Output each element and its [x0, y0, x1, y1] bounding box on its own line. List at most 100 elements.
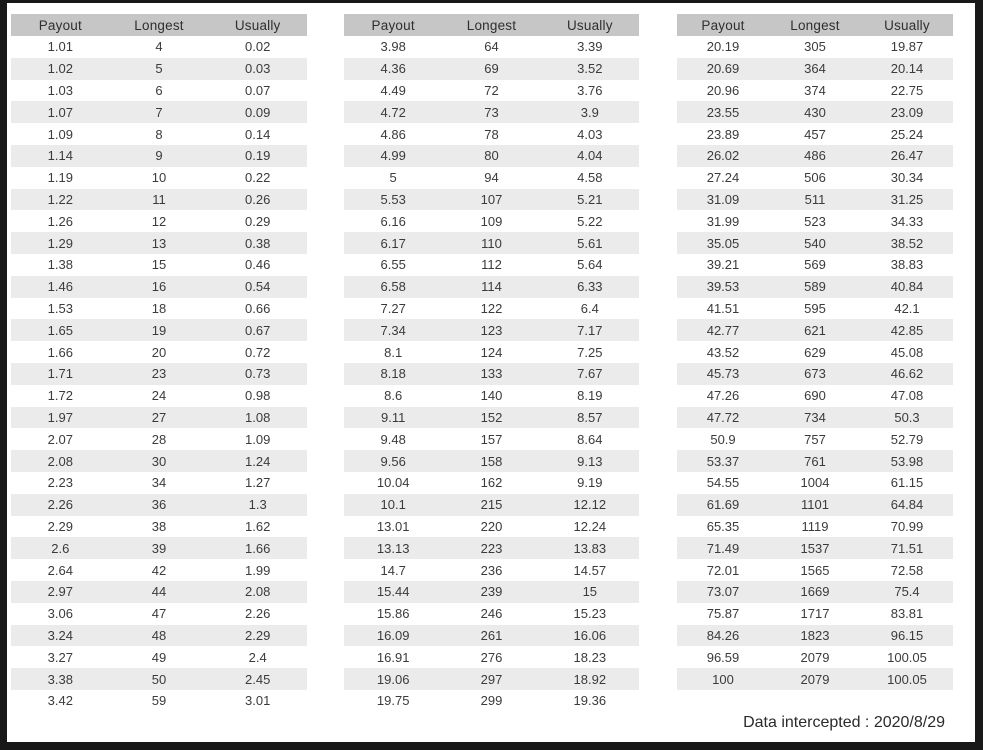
table-cell: 1.38	[47, 257, 73, 273]
table-row: 10.1 215 12.12	[344, 493, 639, 516]
table-cell: 122	[480, 300, 503, 316]
column-header-longest: Longest	[466, 17, 517, 33]
table-cell: 15	[151, 257, 167, 273]
table-row: 1.72 24 0.98	[11, 385, 307, 407]
table-cell: 2.6	[51, 540, 70, 556]
table-cell: 15	[582, 584, 598, 600]
table-cell: 2.23	[47, 475, 73, 491]
table-row: 13.13 223 13.83	[344, 537, 639, 560]
table-row: 3.27 49 2.4	[11, 646, 307, 668]
table-cell: 18.23	[573, 649, 607, 665]
table-cell: 61.69	[706, 497, 740, 513]
table-cell: 9	[155, 148, 163, 164]
column-header-payout: Payout	[701, 17, 745, 33]
table-cell: 0.38	[245, 235, 271, 251]
table-cell: 39.53	[706, 279, 740, 295]
table-cell: 1.24	[245, 453, 271, 469]
payout-table-1: Payout Longest Usually 1.01 4 0.02 1.02 5 0.0…	[11, 14, 307, 712]
table-cell: 47.08	[890, 388, 924, 404]
table-cell: 629	[804, 344, 826, 360]
table-cell: 0.22	[245, 170, 271, 186]
table-cell: 20.69	[706, 61, 740, 77]
table-cell: 19	[151, 322, 167, 338]
table-cell: 42.85	[890, 322, 924, 338]
table-cell: 133	[480, 366, 503, 382]
table-cell: 44	[151, 584, 167, 600]
table-cell: 109	[480, 213, 503, 229]
table-row: 6.17 110 5.61	[344, 232, 639, 254]
table-cell: 9.11	[380, 409, 406, 425]
table-cell: 83.81	[890, 606, 924, 622]
table-cell: 506	[804, 170, 826, 186]
table-row: 6.55 112 5.64	[344, 254, 639, 276]
table-cell: 1.66	[245, 540, 271, 556]
table-cell: 2.29	[245, 627, 271, 643]
table-cell: 20.96	[706, 82, 740, 98]
table-cell: 2.08	[245, 584, 271, 600]
table-cell: 239	[480, 584, 503, 600]
table-row: 1.14 9 0.19	[11, 144, 307, 167]
table-cell: 6.4	[580, 300, 599, 316]
table-cell: 10.1	[380, 497, 406, 513]
table-cell: 69	[484, 61, 499, 77]
table-cell: 40.84	[890, 279, 924, 295]
column-header-longest: Longest	[134, 17, 184, 33]
table-cell: 8.19	[577, 388, 603, 404]
table-cell: 7.67	[577, 366, 603, 382]
table-cell: 70.99	[890, 518, 924, 534]
table-cell: 6.55	[380, 257, 406, 273]
table-row: 2.64 42 1.99	[11, 559, 307, 581]
table-cell: 757	[804, 431, 826, 447]
table-cell: 59	[151, 693, 167, 709]
table-row: 1.97 27 1.08	[11, 406, 307, 429]
table-cell: 2.26	[245, 606, 271, 622]
table-cell: 5.22	[577, 213, 603, 229]
table-cell: 23.09	[890, 104, 924, 120]
table-cell: 64.84	[890, 497, 924, 513]
table-cell: 0.46	[245, 257, 271, 273]
table-row: 6.58 114 6.33	[344, 275, 639, 298]
table-row: 73.07 1669 75.4	[677, 580, 953, 603]
table-row: 5 94 4.58	[344, 167, 639, 189]
table-row: 2.29 38 1.62	[11, 516, 307, 538]
table-cell: 364	[804, 61, 826, 77]
table-cell: 16	[151, 279, 167, 295]
table-cell: 4.04	[577, 148, 603, 164]
table-cell: 5.53	[380, 191, 406, 207]
table-cell: 3.9	[580, 104, 599, 120]
table-cell: 41.51	[706, 300, 740, 316]
table-row: 65.35 1119 70.99	[677, 516, 953, 538]
table-cell: 4	[155, 39, 163, 55]
table-cell: 80	[484, 148, 499, 164]
table-body: 20.19 305 19.87 20.69 364 20.14 20.96 374 22.75 2…	[677, 36, 953, 690]
table-cell: 7.27	[380, 300, 406, 316]
table-cell: 45.73	[706, 366, 740, 382]
table-cell: 1.71	[47, 366, 73, 382]
table-cell: 1537	[800, 540, 830, 556]
table-body: 1.01 4 0.02 1.02 5 0.03 1.03 6 0.07 1.07 7 0.09 1.09…	[11, 36, 307, 712]
table-cell: 53.98	[890, 453, 924, 469]
table-row: 15.86 246 15.23	[344, 603, 639, 625]
table-cell: 47	[151, 606, 167, 622]
table-cell: 0.26	[245, 191, 271, 207]
table-cell: 23.89	[706, 126, 740, 142]
table-cell: 27.24	[706, 170, 740, 186]
table-cell: 3.42	[47, 693, 73, 709]
table-cell: 28	[151, 431, 167, 447]
table-cell: 35.05	[706, 235, 740, 251]
table-cell: 72.01	[706, 562, 740, 578]
table-cell: 15.86	[376, 606, 410, 622]
table-cell: 15.23	[573, 606, 607, 622]
table-row: 27.24 506 30.34	[677, 167, 953, 189]
table-cell: 71.49	[706, 540, 740, 556]
table-cell: 12.24	[573, 518, 607, 534]
table-cell: 123	[480, 322, 503, 338]
table-cell: 16.06	[573, 627, 607, 643]
column-header-usually: Usually	[234, 17, 281, 33]
table-cell: 16.91	[376, 649, 410, 665]
table-cell: 261	[480, 627, 503, 643]
table-cell: 20.19	[706, 39, 740, 55]
table-cell: 569	[804, 257, 826, 273]
table-cell: 1.29	[47, 235, 73, 251]
table-cell: 18.92	[573, 671, 607, 687]
